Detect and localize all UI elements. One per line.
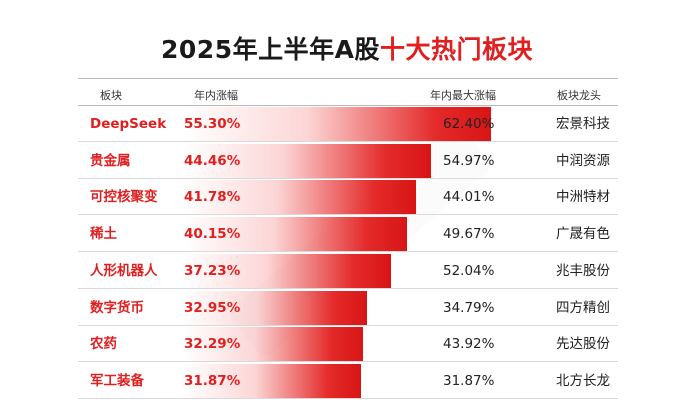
header-top-rule — [78, 78, 618, 79]
bar — [184, 107, 491, 141]
ytd-max-gain-value: 52.04% — [443, 262, 495, 279]
ytd-max-gain-value: 34.79% — [443, 299, 495, 316]
bar — [184, 363, 361, 398]
bar — [184, 180, 416, 215]
sector-leader: 北方长龙 — [556, 372, 610, 389]
ytd-gain-value: 40.15% — [184, 226, 241, 243]
ytd-gain-value: 55.30% — [184, 116, 241, 132]
sector-name: 人形机器人 — [90, 262, 158, 279]
ytd-max-gain-value: 62.40% — [443, 116, 495, 132]
ytd-gain-value: 37.23% — [184, 262, 241, 279]
title-accent: 十大热门板块 — [379, 35, 533, 64]
table-row: 农药 32.29% 43.92% 先达股份 — [78, 326, 618, 363]
sector-name: 军工装备 — [90, 372, 144, 389]
sector-name: 稀土 — [90, 226, 117, 243]
row-divider — [78, 177, 618, 179]
chart-title: 2025年上半年A股十大热门板块 — [0, 30, 694, 66]
ytd-max-gain-value: 43.92% — [443, 336, 495, 353]
sector-name: 农药 — [90, 336, 117, 353]
title-main: 2025年上半年A股 — [161, 35, 380, 64]
table-row: 军工装备 31.87% 31.87% 北方长龙 — [78, 363, 618, 399]
header-ytd-max-gain: 年内最大涨幅 — [430, 89, 496, 102]
ytd-max-gain-value: 54.97% — [443, 152, 495, 169]
ytd-gain-value: 32.29% — [184, 336, 241, 353]
table-row: 人形机器人 37.23% 52.04% 兆丰股份 — [78, 253, 618, 289]
row-divider — [78, 361, 618, 363]
ytd-max-gain-value: 31.87% — [443, 372, 495, 389]
sector-name: 可控核聚变 — [90, 189, 158, 206]
table-row: DeepSeek 55.30% 62.40% 宏景科技 — [78, 106, 618, 142]
sector-leader: 中洲特材 — [556, 189, 610, 206]
header-leader: 板块龙头 — [557, 89, 601, 102]
sector-leader: 兆丰股份 — [556, 262, 610, 279]
bar — [184, 253, 391, 288]
ytd-max-gain-value: 49.67% — [443, 226, 495, 243]
row-divider — [78, 141, 618, 142]
sector-leader: 广晟有色 — [556, 226, 610, 243]
bar — [184, 327, 364, 362]
sector-leader: 中润资源 — [556, 152, 610, 169]
ytd-gain-value: 41.78% — [184, 189, 241, 206]
sector-name: 数字货币 — [90, 299, 144, 316]
ytd-gain-value: 32.95% — [184, 299, 241, 316]
bar — [184, 217, 407, 252]
row-divider — [78, 251, 618, 253]
sector-leader: 宏景科技 — [556, 116, 610, 132]
table-row: 可控核聚变 41.78% 44.01% 中洲特材 — [78, 179, 618, 216]
ytd-gain-value: 44.46% — [184, 152, 241, 169]
row-divider — [78, 324, 618, 326]
bar — [184, 290, 367, 325]
bar — [184, 143, 431, 178]
sector-name: 贵金属 — [90, 152, 131, 169]
sector-name: DeepSeek — [90, 116, 167, 132]
sector-leader: 先达股份 — [556, 336, 610, 353]
ytd-max-gain-value: 44.01% — [443, 189, 495, 206]
table-row: 稀土 40.15% 49.67% 广晟有色 — [78, 216, 618, 253]
header-sector: 板块 — [100, 89, 122, 102]
row-divider — [78, 214, 618, 216]
header-ytd-gain: 年内涨幅 — [194, 89, 238, 102]
table-row: 贵金属 44.46% 54.97% 中润资源 — [78, 143, 618, 179]
row-divider — [78, 397, 618, 399]
ytd-gain-value: 31.87% — [184, 372, 241, 389]
header-bottom-rule — [78, 105, 618, 106]
sector-leader: 四方精创 — [556, 299, 610, 316]
row-divider — [78, 287, 618, 289]
table-row: 数字货币 32.95% 34.79% 四方精创 — [78, 290, 618, 326]
